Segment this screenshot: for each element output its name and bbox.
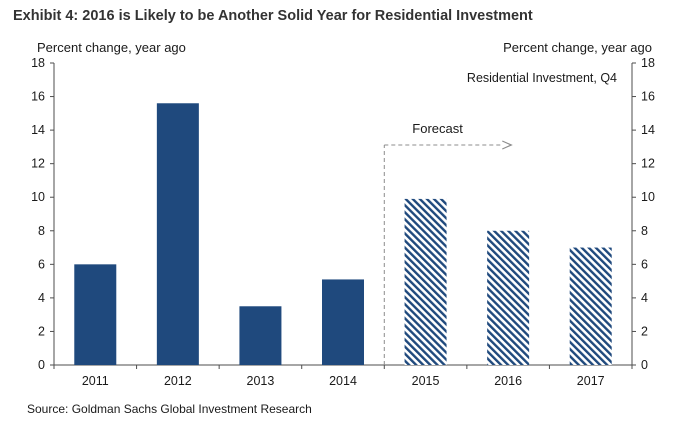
right-tick-label: 14 xyxy=(641,123,655,137)
right-tick-label: 12 xyxy=(641,157,655,171)
left-tick-label: 10 xyxy=(31,190,45,204)
x-axis-labels: 2011 2012 2013 2014 2015 2016 2017 xyxy=(82,374,605,388)
right-axis-title: Percent change, year ago xyxy=(503,40,652,55)
x-label-2012: 2012 xyxy=(164,374,192,388)
left-tick-label: 14 xyxy=(31,123,45,137)
forecast-bar-2016 xyxy=(487,230,530,365)
right-tick-label: 18 xyxy=(641,56,655,70)
x-label-2014: 2014 xyxy=(329,374,357,388)
series-label: Residential Investment, Q4 xyxy=(467,71,617,85)
x-label-2015: 2015 xyxy=(412,374,440,388)
forecast-arrow-head xyxy=(502,140,513,150)
bar-2014 xyxy=(322,279,364,365)
left-tick-label: 8 xyxy=(38,224,45,238)
left-tick-label: 6 xyxy=(38,257,45,271)
plot-frame xyxy=(53,63,633,369)
forecast-bar-2015 xyxy=(404,198,447,365)
left-tick-label: 12 xyxy=(31,157,45,171)
x-label-2011: 2011 xyxy=(82,374,109,388)
x-label-2016: 2016 xyxy=(494,374,522,388)
left-tick-label: 16 xyxy=(31,90,45,104)
right-tick-label: 16 xyxy=(641,90,655,104)
forecast-bar-2017 xyxy=(569,247,612,365)
source-note: Source: Goldman Sachs Global Investment … xyxy=(27,402,312,416)
left-axis-title: Percent change, year ago xyxy=(37,40,186,55)
left-tick-label: 18 xyxy=(31,56,45,70)
left-axis-ticks: 0 2 4 6 8 10 12 14 16 18 xyxy=(31,56,54,372)
right-tick-label: 10 xyxy=(641,190,655,204)
bar-2012 xyxy=(156,103,199,366)
bar-2013 xyxy=(239,306,282,365)
right-axis-ticks: 0 2 4 6 8 10 12 14 16 18 xyxy=(632,56,655,372)
bar-2011 xyxy=(74,264,117,365)
bars xyxy=(74,103,612,366)
x-label-2017: 2017 xyxy=(577,374,605,388)
right-tick-label: 2 xyxy=(641,324,648,338)
left-tick-label: 4 xyxy=(38,291,45,305)
right-tick-label: 8 xyxy=(641,224,648,238)
left-tick-label: 2 xyxy=(38,324,45,338)
right-tick-label: 6 xyxy=(641,257,648,271)
chart-title: Exhibit 4: 2016 is Likely to be Another … xyxy=(13,8,533,24)
x-label-2013: 2013 xyxy=(247,374,275,388)
right-tick-label: 0 xyxy=(641,358,648,372)
forecast-label: Forecast xyxy=(412,121,463,136)
right-tick-label: 4 xyxy=(641,291,648,305)
forecast-annotation: Forecast xyxy=(383,121,513,365)
left-tick-label: 0 xyxy=(38,358,45,372)
